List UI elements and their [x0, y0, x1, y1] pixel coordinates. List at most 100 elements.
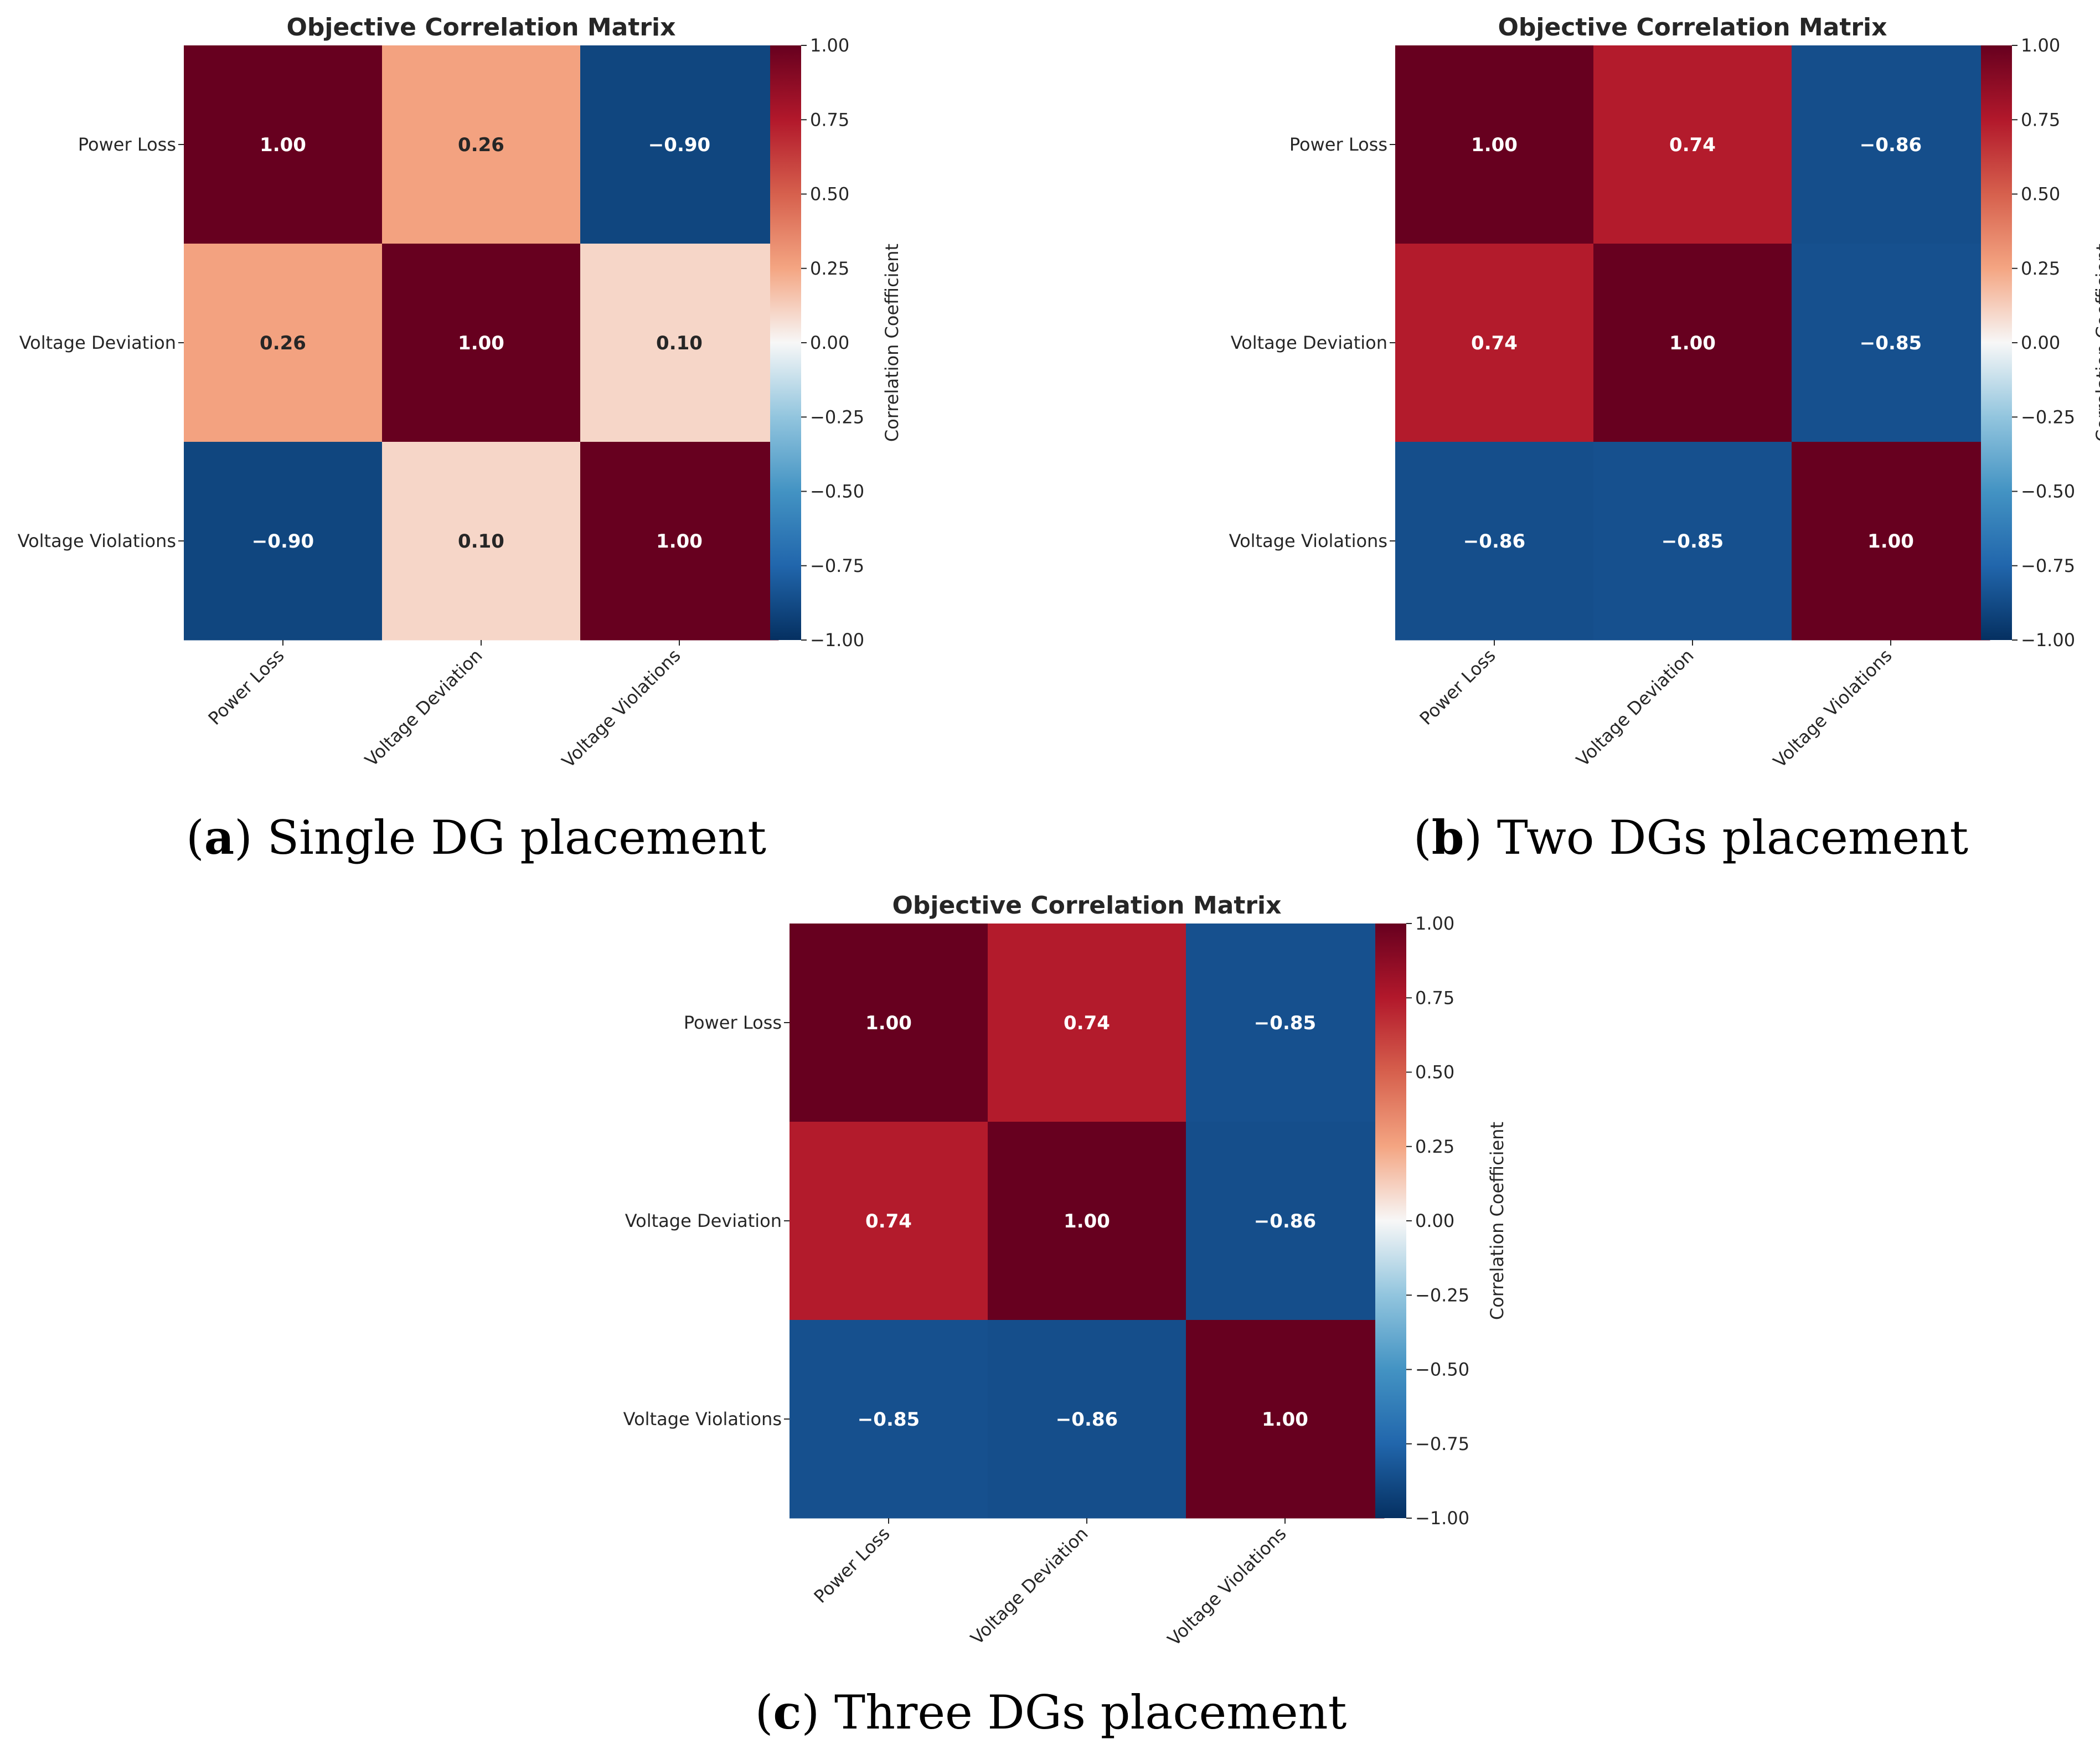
- panel-a-heatmap-cell: [382, 442, 581, 641]
- panel-c: Objective Correlation Matrix 1.00 0.74 −0.8…: [623, 891, 1508, 1650]
- panel-c-heatmap-cell: [790, 1320, 988, 1519]
- panel-c-heatmap-cell: [988, 1122, 1186, 1320]
- panel-a: Objective Correlation Matrix 1.00 0.26 −0.9…: [18, 13, 902, 772]
- panel-a-colorbar-tick-label: −1.00: [810, 630, 864, 651]
- panel-b-heatmap-cell: [1395, 45, 1594, 244]
- panel-c-colorbar-tick-label: −0.25: [1415, 1284, 1469, 1306]
- panel-a-colorbar-tick-label: 1.00: [810, 35, 849, 56]
- panel-a-cell-value: 0.10: [458, 530, 504, 553]
- panel-b-cell-value: 1.00: [1867, 530, 1914, 553]
- panel-b-cell-value: −0.86: [1860, 134, 1922, 156]
- panel-c-cell-value: −0.86: [1056, 1409, 1118, 1431]
- panel-c-cell-value: −0.85: [1254, 1012, 1316, 1034]
- panel-a-colorbar-label: Correlation Coefficient: [881, 244, 902, 442]
- caption-a-text: Single DG placement: [267, 811, 767, 865]
- panel-c-colorbar-label: Correlation Coefficient: [1487, 1122, 1508, 1320]
- panel-c-colorbar-tick-label: −1.00: [1415, 1508, 1469, 1529]
- panel-b-colorbar-tick-label: −0.50: [2021, 481, 2075, 502]
- panel-b-cell-value: 0.74: [1471, 332, 1518, 354]
- panel-b-colorbar-tick-label: 1.00: [2021, 35, 2060, 56]
- panel-a-chart-title: Objective Correlation Matrix: [286, 13, 675, 42]
- panel-a-colorbar-tick-label: 0.00: [810, 332, 849, 353]
- panel-b-cell-value: 0.74: [1669, 134, 1716, 156]
- panel-a-col-label: Voltage Violations: [558, 645, 684, 772]
- panel-a-row-label: Power Loss: [78, 134, 176, 155]
- panel-b-cell-value: −0.86: [1463, 530, 1525, 553]
- panel-c-colorbar-tick-label: 0.75: [1415, 987, 1454, 1008]
- panel-b-heatmap-cell: [1593, 244, 1792, 442]
- panel-b: Objective Correlation Matrix 1.00 0.74 −0.8…: [1229, 13, 2100, 772]
- caption-a-label: a: [204, 810, 234, 865]
- panel-c-heatmap-cell: [1186, 1122, 1385, 1320]
- panel-c-heatmap-cell: [790, 924, 988, 1122]
- panel-b-colorbar-label: Correlation Coefficient: [2092, 244, 2100, 442]
- panel-a-heatmap-cell: [580, 45, 779, 244]
- panel-a-colorbar-tick-label: −0.25: [810, 406, 864, 427]
- panel-b-colorbar-tick-label: 0.00: [2021, 332, 2060, 353]
- panel-b-colorbar-tick-label: −1.00: [2021, 630, 2075, 651]
- panel-c-heatmap-cell: [988, 1320, 1186, 1519]
- panel-a-heatmap-cell: [382, 244, 581, 442]
- panel-a-cell-value: 1.00: [656, 530, 703, 553]
- panel-a-colorbar-tick-label: 0.50: [810, 184, 849, 205]
- panel-c-row-label: Voltage Deviation: [625, 1210, 782, 1231]
- panel-b-heatmap-cell: [1593, 45, 1792, 244]
- panel-c-cell-value: −0.86: [1254, 1210, 1316, 1232]
- panel-b-heatmap-cell: [1792, 45, 1990, 244]
- panel-b-col-label: Power Loss: [1416, 645, 1500, 729]
- panel-a-cell-value: 0.10: [656, 332, 703, 354]
- panel-c-colorbar-tick-label: −0.75: [1415, 1433, 1469, 1454]
- panel-c-cell-value: 1.00: [1064, 1210, 1110, 1232]
- caption-a: (a) Single DG placement: [186, 810, 766, 865]
- panel-c-heatmap-cell: [790, 1122, 988, 1320]
- caption-b-label: b: [1432, 810, 1464, 865]
- panel-a-col-label: Power Loss: [204, 645, 288, 729]
- panel-c-col-label: Voltage Deviation: [966, 1523, 1092, 1649]
- panel-b-heatmap-cell: [1792, 442, 1990, 641]
- caption-c: (c) Three DGs placement: [755, 1685, 1347, 1740]
- panel-c-heatmap-cell: [1186, 924, 1385, 1122]
- panel-a-heatmap-cell: [184, 442, 383, 641]
- panel-b-heatmap-cell: [1395, 244, 1594, 442]
- panel-b-colorbar-tick-label: −0.75: [2021, 555, 2075, 576]
- panel-c-cell-value: 1.00: [865, 1012, 912, 1034]
- caption-c-label: c: [773, 1685, 801, 1740]
- panel-a-cell-value: 1.00: [260, 134, 306, 156]
- panel-c-colorbar: [1375, 924, 1406, 1518]
- panel-c-colorbar-tick-label: 0.50: [1415, 1062, 1454, 1083]
- panel-a-col-label: Voltage Deviation: [360, 645, 486, 771]
- panel-a-heatmap-cell: [580, 442, 779, 641]
- panel-b-cell-value: −0.85: [1662, 530, 1724, 553]
- panel-c-cell-value: 0.74: [865, 1210, 912, 1232]
- panel-a-heatmap-cell: [184, 45, 383, 244]
- panel-c-colorbar-tick-label: 0.00: [1415, 1210, 1454, 1231]
- panel-a-colorbar-tick-label: −0.50: [810, 481, 864, 502]
- panel-a-colorbar-tick-label: 0.75: [810, 109, 849, 130]
- panel-b-row-label: Voltage Deviation: [1231, 332, 1387, 353]
- panel-b-heatmap-cell: [1792, 244, 1990, 442]
- panel-b-chart-title: Objective Correlation Matrix: [1498, 13, 1887, 42]
- panel-c-colorbar-tick-label: 0.25: [1415, 1136, 1454, 1157]
- panel-a-colorbar: [770, 45, 801, 640]
- panel-c-col-label: Power Loss: [810, 1523, 894, 1607]
- panel-a-cell-value: 1.00: [458, 332, 504, 354]
- caption-c-text: Three DGs placement: [834, 1685, 1347, 1740]
- panel-b-row-label: Power Loss: [1289, 134, 1387, 155]
- panel-c-colorbar-tick-label: 1.00: [1415, 913, 1454, 934]
- panel-c-col-label: Voltage Violations: [1163, 1523, 1290, 1650]
- panel-a-colorbar-tick-label: 0.25: [810, 258, 849, 279]
- panel-c-heatmap-cell: [1186, 1320, 1385, 1519]
- panel-b-cell-value: −0.85: [1860, 332, 1922, 354]
- panel-a-heatmap-cell: [184, 244, 383, 442]
- panel-b-colorbar: [1981, 45, 2012, 640]
- panel-a-cell-value: −0.90: [252, 530, 314, 553]
- panel-b-heatmap-cell: [1593, 442, 1792, 641]
- panel-b-row-label: Voltage Violations: [1229, 530, 1387, 551]
- panel-a-cell-value: 0.26: [458, 134, 504, 156]
- panel-b-colorbar-tick-label: 0.25: [2021, 258, 2060, 279]
- panel-a-heatmap-cell: [382, 45, 581, 244]
- panel-b-cell-value: 1.00: [1471, 134, 1518, 156]
- panel-a-row-label: Voltage Deviation: [19, 332, 176, 353]
- panel-b-colorbar-tick-label: 0.50: [2021, 184, 2060, 205]
